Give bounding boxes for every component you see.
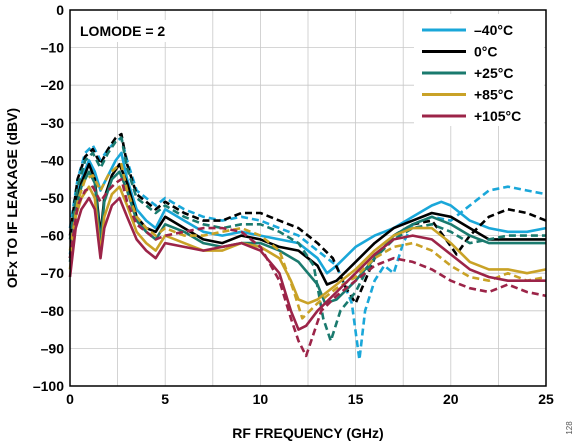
annotation-lomode: LOMODE = 2 [80, 23, 165, 39]
x-tick-label: 20 [443, 391, 459, 407]
x-tick-label: 10 [253, 391, 269, 407]
legend-background [414, 14, 544, 126]
legend-label-1: 0°C [474, 44, 498, 60]
legend: –40°C 0°C +25°C +85°C +105°C [414, 14, 544, 126]
y-tick-label: –20 [41, 77, 65, 93]
series-dashed-line-3 [68, 162, 547, 320]
x-axis-label: RF FREQUENCY (GHz) [232, 425, 383, 441]
y-tick-label: –30 [41, 115, 65, 131]
y-tick-label: –40 [41, 152, 65, 168]
y-tick-label: –70 [41, 265, 65, 281]
y-tick-label: –100 [33, 378, 64, 394]
x-tick-label: 25 [538, 391, 554, 407]
legend-label-0: –40°C [474, 22, 513, 38]
y-axis-label: OFx TO IF LEAKAGE (dBV) [4, 108, 20, 288]
series-solid-line-4 [68, 196, 546, 331]
series-dashed-line-2 [68, 136, 546, 343]
x-tick-label: 5 [161, 391, 169, 407]
y-tick-label: –80 [41, 303, 65, 319]
y-tick-label: –90 [41, 340, 65, 356]
series-solid-line-3 [68, 185, 547, 305]
x-tick-label: 15 [348, 391, 364, 407]
plot-frame [69, 9, 547, 387]
legend-label-4: +105°C [474, 108, 521, 124]
y-tick-label: –50 [41, 190, 65, 206]
figure-id: 128 [565, 421, 574, 435]
series-layer [68, 132, 547, 361]
series-dashed-line-4 [68, 177, 547, 358]
x-tick-label: 0 [66, 391, 74, 407]
tick-labels: 0 5 10 15 20 25 0 –10 –20 –30 –40 –50 –60 –70 –80 –90 –1… [33, 2, 554, 407]
legend-label-3: +85°C [474, 87, 513, 103]
y-tick-label: –10 [41, 40, 65, 56]
annotation-background [76, 20, 182, 42]
y-tick-label: –60 [41, 228, 65, 244]
series-dashed-line-1 [68, 132, 547, 305]
legend-label-2: +25°C [474, 65, 513, 81]
y-tick-label: 0 [56, 2, 64, 18]
